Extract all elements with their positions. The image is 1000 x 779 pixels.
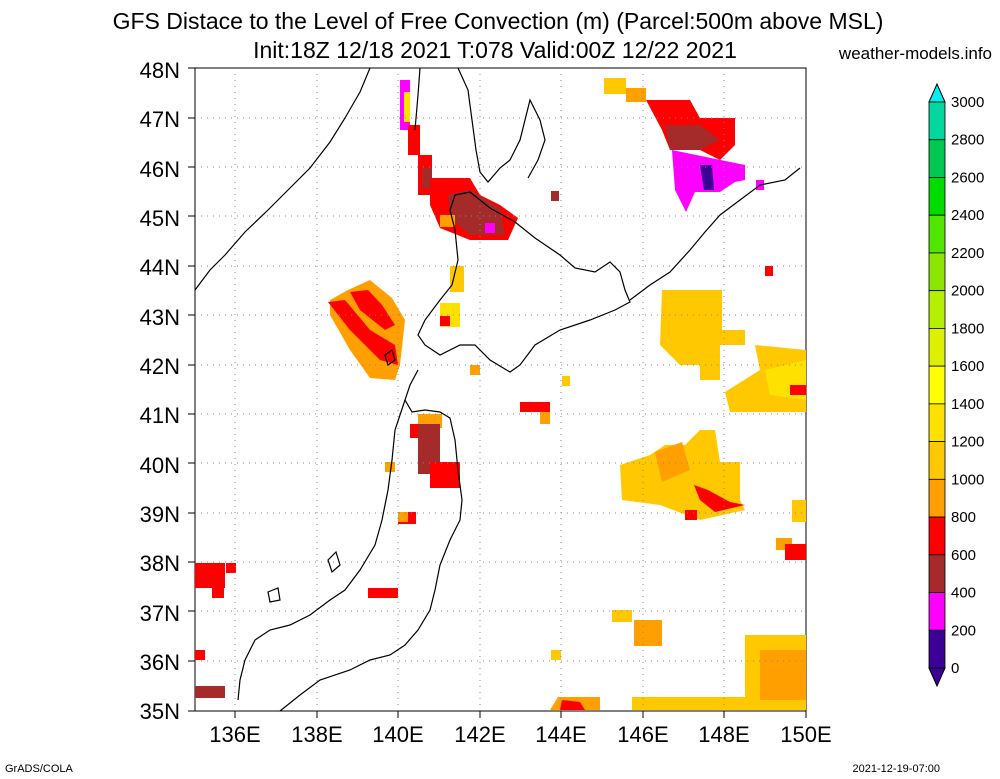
coastlines xyxy=(194,67,801,712)
colorbar-swatch xyxy=(928,516,946,556)
colorbar-swatch xyxy=(928,592,946,631)
footer-left: GrADS/COLA xyxy=(5,763,73,775)
lon-axis: 136E 138E 140E 142E 144E 146E 148E 150E xyxy=(209,722,831,747)
colorbar-label: 1200 xyxy=(951,434,984,451)
colorbar-swatch xyxy=(928,629,946,669)
colorbar-min-arrow xyxy=(928,667,946,688)
colorbar-label: 2200 xyxy=(951,245,984,262)
colorbar-label: 200 xyxy=(951,622,976,639)
lat-label: 45N xyxy=(140,206,180,231)
colorbar-max-arrow xyxy=(928,82,946,103)
colorbar-label: 1400 xyxy=(951,396,984,413)
lat-label: 43N xyxy=(140,305,180,330)
lon-label: 138E xyxy=(291,722,342,747)
lat-label: 41N xyxy=(140,403,180,428)
colorbar-swatch xyxy=(928,139,946,178)
colorbar-swatch xyxy=(928,252,946,292)
lfc-field xyxy=(195,78,806,710)
colorbar-swatch xyxy=(928,214,946,254)
lat-label: 47N xyxy=(140,107,180,132)
lon-label: 146E xyxy=(617,722,668,747)
colorbar-swatch xyxy=(928,290,946,329)
lon-label: 150E xyxy=(780,722,831,747)
lon-label: 140E xyxy=(372,722,423,747)
colorbar-label: 400 xyxy=(951,585,976,602)
lat-label: 48N xyxy=(140,58,180,83)
colorbar-swatch xyxy=(928,441,946,480)
colorbar-swatch xyxy=(928,403,946,443)
colorbar-label: 2800 xyxy=(951,132,984,149)
chart-title-line1: GFS Distace to the Level of Free Convect… xyxy=(112,8,884,34)
colorbar: 3000280026002400220020001800160014001200… xyxy=(928,82,984,688)
colorbar-label: 2400 xyxy=(951,207,984,224)
colorbar-label: 3000 xyxy=(951,94,984,111)
lat-axis: 48N 47N 46N 45N 44N 43N 42N 41N 40N 39N … xyxy=(140,58,180,724)
colorbar-label: 2000 xyxy=(951,283,984,300)
lat-label: 40N xyxy=(140,453,180,478)
colorbar-label: 1600 xyxy=(951,358,984,375)
colorbar-label: 2600 xyxy=(951,169,984,186)
lat-label: 46N xyxy=(140,157,180,182)
colorbar-swatch xyxy=(928,554,946,593)
lat-ticks xyxy=(188,67,195,712)
lat-label: 37N xyxy=(140,601,180,626)
lon-label: 142E xyxy=(454,722,505,747)
colorbar-label: 600 xyxy=(951,547,976,564)
lat-label: 44N xyxy=(140,255,180,280)
colorbar-label: 800 xyxy=(951,509,976,526)
colorbar-label: 1000 xyxy=(951,471,984,488)
lat-label: 35N xyxy=(140,699,180,724)
colorbar-swatch xyxy=(928,478,946,518)
colorbar-swatch xyxy=(928,101,946,141)
site-label: weather-models.info xyxy=(838,44,992,63)
lat-label: 36N xyxy=(140,650,180,675)
lon-ticks xyxy=(234,711,807,718)
lat-label: 39N xyxy=(140,502,180,527)
colorbar-label: 1800 xyxy=(951,320,984,337)
colorbar-label: 0 xyxy=(951,660,959,677)
colorbar-swatch xyxy=(928,177,946,216)
lat-label: 42N xyxy=(140,354,180,379)
lat-label: 38N xyxy=(140,551,180,576)
lon-label: 148E xyxy=(698,722,749,747)
colorbar-swatch xyxy=(928,327,946,367)
lon-label: 144E xyxy=(535,722,586,747)
colorbar-swatch xyxy=(928,365,946,405)
chart-title-line2: Init:18Z 12/18 2021 T:078 Valid:00Z 12/2… xyxy=(253,37,737,63)
lon-label: 136E xyxy=(209,722,260,747)
footer-right: 2021-12-19-07:00 xyxy=(852,763,940,775)
